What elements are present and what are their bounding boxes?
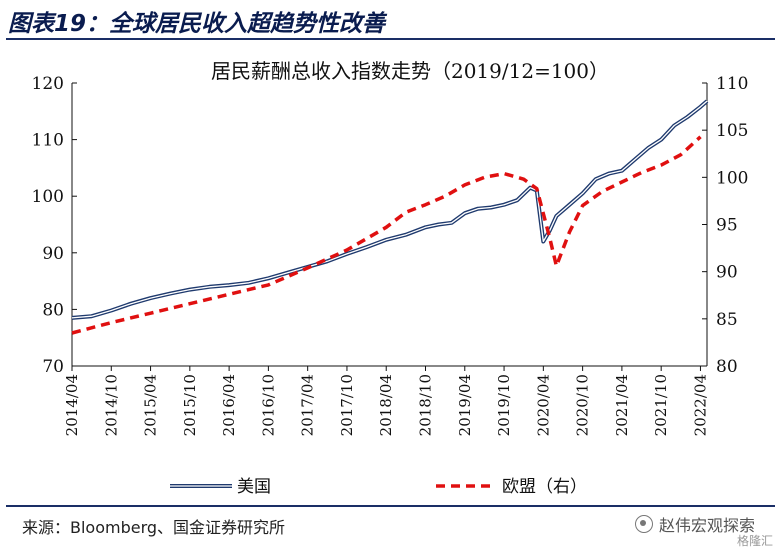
y-right-tick-label: 105 (716, 121, 748, 141)
x-tick-label: 2020/10 (574, 374, 592, 436)
x-tick-label: 2014/04 (63, 374, 81, 436)
x-tick-label: 2015/10 (181, 374, 199, 436)
x-tick-label: 2016/04 (220, 374, 238, 436)
watermark: 赵伟宏观探索 (634, 512, 755, 536)
y-left-tick-label: 120 (32, 74, 64, 94)
income-index-chart: 居民薪酬总收入指数走势（2019/12=100） 70 80 90 100 110 120… (32, 59, 749, 497)
figure-title: 图表19：全球居民收入超趋势性改善 (8, 11, 386, 37)
x-tick-label: 2015/04 (142, 374, 160, 436)
y-left-tick-label: 100 (32, 187, 64, 207)
y-right-tick-label: 110 (716, 74, 748, 94)
header-divider (6, 38, 775, 40)
y-right-tick-label: 95 (716, 216, 738, 236)
series-us-line-outer (71, 99, 709, 320)
x-tick-label: 2019/04 (456, 374, 474, 436)
legend: 美国 欧盟（右） (170, 477, 587, 497)
y-left-tick-label: 80 (42, 300, 64, 320)
x-tick-label: 2018/04 (377, 374, 395, 436)
figure-header: 图表19：全球居民收入超趋势性改善 (0, 0, 781, 40)
series-layer (71, 99, 709, 335)
watermark-text: 赵伟宏观探索 (658, 516, 755, 535)
legend-us-label: 美国 (237, 477, 271, 497)
x-tick-label: 2019/10 (495, 374, 513, 436)
chart-title: 居民薪酬总收入指数走势（2019/12=100） (211, 59, 609, 83)
footer-divider (6, 505, 775, 507)
y-right-tick-label: 80 (716, 357, 738, 377)
x-tick-label: 2014/10 (102, 374, 120, 436)
x-tick-label: 2022/04 (691, 374, 709, 436)
wechat-icon (634, 515, 653, 533)
source-note: 来源：Bloomberg、国金证券研究所 (22, 518, 286, 537)
y-left-tick-label: 110 (32, 131, 64, 151)
x-tick-label: 2017/10 (338, 374, 356, 436)
y-left-tick-label: 70 (42, 357, 64, 377)
series-eu-line (71, 135, 702, 335)
series-us-line-inner (71, 100, 708, 319)
x-tick-label: 2021/10 (652, 374, 670, 436)
y-right-tick-label: 85 (716, 310, 738, 330)
x-tick-label: 2016/10 (259, 374, 277, 436)
x-tick-label: 2021/04 (613, 374, 631, 436)
x-tick-label: 2018/10 (417, 374, 435, 436)
x-tick-label: 2017/04 (299, 374, 317, 436)
y-right-tick-label: 100 (716, 168, 748, 188)
x-tick-label: 2020/04 (534, 374, 552, 436)
y-left-tick-label: 90 (42, 244, 64, 264)
legend-eu-label: 欧盟（右） (502, 477, 587, 497)
watermark-sub: 格隆汇 (736, 534, 773, 548)
y-right-tick-label: 90 (716, 263, 738, 283)
axes: 70 80 90 100 110 120 80 85 90 95 100 105 110 2014/04 2… (32, 74, 749, 436)
